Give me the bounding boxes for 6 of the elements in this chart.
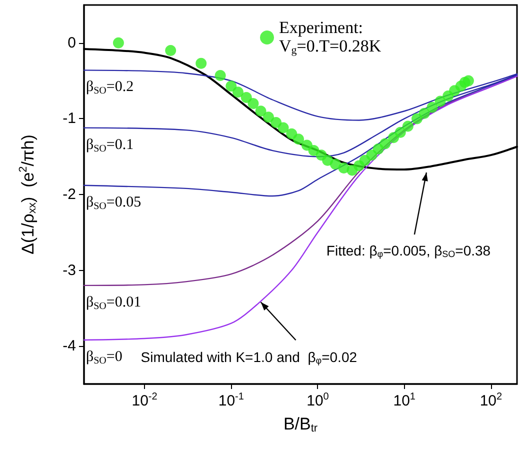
- y-tick-label: -3: [62, 262, 76, 279]
- y-tick-label: -2: [62, 186, 76, 203]
- y-axis-title: Δ(1/ρxx) (e2/πh): [18, 134, 38, 254]
- y-tick-label: -4: [62, 338, 76, 355]
- y-tick-label: 0: [68, 34, 76, 52]
- y-tick-label: -1: [62, 110, 76, 128]
